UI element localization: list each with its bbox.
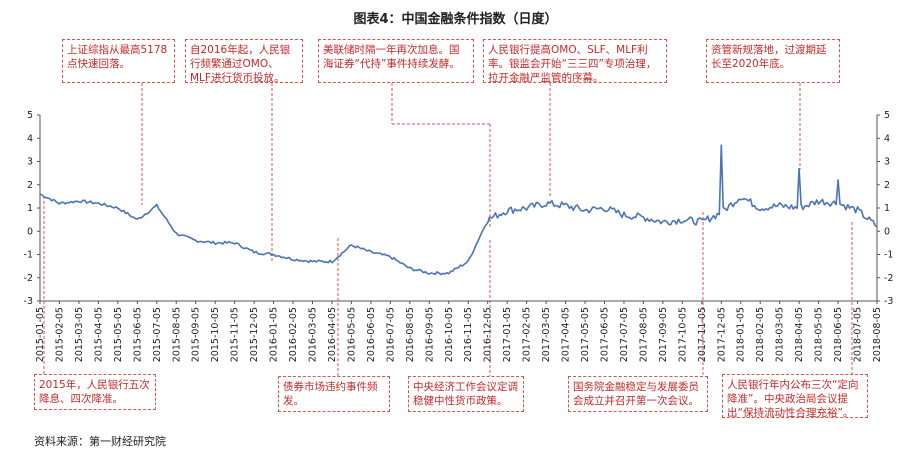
y-tick-label-left: 1 [27,203,33,214]
x-tick-label: 2016-01-05 [269,307,280,362]
x-tick-label: 2018-02-05 [755,307,766,362]
x-tick-label: 2015-07-05 [152,307,163,362]
x-tick-label: 2017-12-05 [716,307,727,362]
x-tick-label: 2016-09-05 [424,307,435,362]
annotation-top-omo-mlf: 自2016年起，人民银行频繁通过OMO、MLF进行货币投放。 [185,39,303,84]
y-tick-label-left: 2 [27,180,33,191]
x-tick-label: 2015-05-05 [113,307,124,362]
chart-title: 图表4：中国金融条件指数（日度） [353,12,558,27]
annotation-top-asset-mgmt: 资管新规落地，过渡期延长至2020年底。 [706,39,840,83]
x-tick-label: 2016-08-05 [405,307,416,362]
y-tick-labels-right: -3 -2 -1 0 1 2 3 4 5 [884,110,893,307]
x-tick-label: 2018-08-05 [872,307,883,362]
annotation-top-stock-crash: 上证综指从最高5178点快速回落。 [62,39,175,83]
x-tick-label: 2016-05-05 [346,307,357,362]
annotation-connectors [43,83,853,376]
x-tick-label: 2017-02-05 [522,307,533,362]
x-tick-label: 2015-08-05 [171,307,182,362]
series-layer [39,144,878,276]
x-tick-label: 2015-06-05 [132,307,143,362]
x-tick-label: 2015-01-05 [35,307,46,362]
y-tick-label-left: -3 [24,296,33,307]
x-tick-label: 2017-05-05 [580,307,591,362]
x-tick-label: 2015-04-05 [93,307,104,362]
x-tick-label: 2015-03-05 [74,307,85,362]
x-tick-label: 2016-03-05 [308,307,319,362]
y-tick-label-left: 4 [27,133,33,144]
x-tick-label: 2018-03-05 [775,307,786,362]
y-tick-label-right: 1 [884,203,890,214]
series-line [39,144,878,276]
y-tick-label-left: 5 [27,110,33,121]
x-tick-label: 2016-10-05 [444,307,455,362]
x-tick-label: 2017-08-05 [638,307,649,362]
annotation-top-fed-hike: 美联储时隔一年再次加息。国海证券“代持”事件持续发酵。 [318,39,474,83]
y-tick-label-left: -2 [24,273,33,284]
x-tick-label: 2016-04-05 [327,307,338,362]
x-tick-label: 2015-10-05 [210,307,221,362]
annotation-bottom-bond-defaults: 债券市场违约事件频发。 [278,376,390,412]
y-tick-label-right: -2 [884,273,893,284]
annotation-bottom-rrr-cuts: 人民银行年内公布三次“定向降准”。中央政治局会议提出“保持流动性合理充裕”。 [722,374,868,419]
annotation-top-rate-hike: 人民银行提高OMO、SLF、MLF利率。银监会开始“三三四”专项治理，拉开金融严… [483,39,667,84]
x-tick-label: 2017-11-05 [697,307,708,362]
y-tick-label-right: -1 [884,250,893,261]
annotation-bottom-fsdc: 国务院金融稳定与发展委员会成立并召开第一次会议。 [568,376,708,412]
x-tick-label: 2018-07-05 [853,307,864,362]
x-tick-label: 2018-06-05 [833,307,844,362]
x-tick-label: 2016-07-05 [385,307,396,362]
y-tick-label-right: 3 [884,157,890,168]
x-tick-labels: 2015-01-05 2015-02-05 2015-03-05 2015-04-05… [35,307,883,362]
x-tick-label: 2017-04-05 [561,307,572,362]
source-note: 资料来源：第一财经研究院 [34,435,166,448]
annotation-bottom-rate-cuts: 2015年，人民银行五次降息、四次降准。 [34,374,156,410]
x-tick-label: 2017-10-05 [677,307,688,362]
x-tick-label: 2018-05-05 [814,307,825,362]
x-tick-label: 2016-02-05 [288,307,299,362]
x-tick-label: 2015-11-05 [230,307,241,362]
x-tick-label: 2016-12-05 [483,307,494,362]
x-tick-label: 2016-11-05 [463,307,474,362]
x-tick-label: 2015-09-05 [191,307,202,362]
x-tick-label: 2017-03-05 [541,307,552,362]
x-tick-label: 2017-01-05 [502,307,513,362]
x-tick-label: 2017-09-05 [658,307,669,362]
y-tick-label-left: 0 [27,226,33,237]
x-tick-label: 2017-07-05 [619,307,630,362]
y-tick-label-right: 5 [884,110,890,121]
x-tick-label: 2018-04-05 [794,307,805,362]
x-tick-label: 2017-06-05 [599,307,610,362]
y-tick-label-left: -1 [24,250,33,261]
axes [37,114,880,304]
x-tick-label: 2018-01-05 [736,307,747,362]
y-tick-label-right: 4 [884,133,890,144]
x-tick-label: 2015-12-05 [249,307,260,362]
y-tick-label-right: 2 [884,180,890,191]
x-tick-label: 2016-06-05 [366,307,377,362]
y-tick-label-right: -3 [884,296,893,307]
annotation-bottom-econ-conference: 中央经济工作会议定调稳健中性货币政策。 [408,376,524,412]
x-tick-label: 2015-02-05 [54,307,65,362]
y-tick-labels-left: -3 -2 -1 0 1 2 3 4 5 [24,110,33,307]
y-tick-label-right: 0 [884,226,890,237]
y-tick-label-left: 3 [27,157,33,168]
